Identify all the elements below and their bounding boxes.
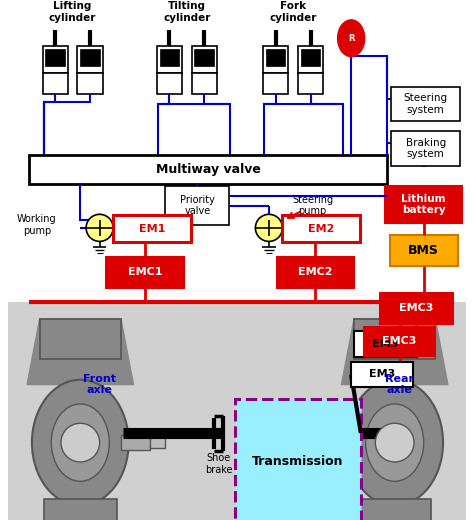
Text: Shoe
brake: Shoe brake — [205, 453, 232, 475]
Bar — [298, 73, 323, 94]
Bar — [113, 215, 191, 242]
Circle shape — [61, 423, 100, 462]
Bar — [263, 46, 288, 73]
Bar — [165, 186, 229, 225]
Bar — [354, 319, 435, 359]
Bar — [8, 302, 466, 520]
Text: Lithium
battery: Lithium battery — [401, 194, 446, 215]
Bar — [77, 46, 102, 73]
Bar — [160, 49, 179, 67]
Bar — [44, 499, 117, 520]
Text: EM3: EM3 — [369, 369, 395, 379]
Text: EMC3: EMC3 — [399, 303, 433, 313]
Bar — [121, 435, 150, 450]
Bar — [294, 437, 310, 448]
Text: Tilting
cylinder: Tilting cylinder — [163, 1, 210, 23]
Text: EMC1: EMC1 — [128, 267, 163, 277]
Text: Braking
system: Braking system — [406, 138, 446, 159]
Bar — [391, 131, 460, 166]
Bar — [157, 46, 182, 73]
Ellipse shape — [51, 404, 109, 482]
Text: Steering
system: Steering system — [403, 93, 448, 115]
Bar — [364, 327, 435, 356]
Bar — [380, 293, 453, 323]
Text: BMS: BMS — [408, 243, 439, 256]
Bar — [43, 46, 68, 73]
Bar — [351, 362, 413, 386]
Circle shape — [255, 214, 283, 241]
Text: EM2: EM2 — [308, 224, 334, 234]
Text: R: R — [348, 34, 355, 43]
Bar — [354, 331, 417, 357]
Bar — [43, 73, 68, 94]
Bar — [80, 49, 100, 67]
Ellipse shape — [32, 380, 128, 505]
Text: EMC2: EMC2 — [298, 267, 333, 277]
Bar — [40, 319, 121, 359]
Bar — [194, 49, 214, 67]
Circle shape — [86, 214, 113, 241]
Bar — [301, 49, 320, 67]
Text: Fork
cylinder: Fork cylinder — [269, 1, 317, 23]
Bar — [29, 155, 387, 184]
Bar — [191, 46, 217, 73]
Bar — [263, 73, 288, 94]
Text: Lifting
cylinder: Lifting cylinder — [49, 1, 96, 23]
Text: Steering
pump: Steering pump — [292, 195, 333, 216]
Bar — [191, 73, 217, 94]
Bar — [310, 435, 338, 450]
Text: Priority
valve: Priority valve — [180, 195, 215, 216]
Bar — [391, 87, 460, 122]
Text: Multiway valve: Multiway valve — [155, 163, 260, 176]
Bar — [150, 437, 165, 448]
Text: Rear
axle: Rear axle — [385, 374, 414, 395]
Bar — [298, 46, 323, 73]
Ellipse shape — [337, 20, 365, 57]
Bar — [157, 73, 182, 94]
Bar — [277, 257, 354, 288]
Bar — [106, 257, 184, 288]
Bar — [390, 235, 457, 266]
Polygon shape — [27, 319, 134, 385]
Bar — [385, 186, 463, 223]
Text: EM3: EM3 — [372, 339, 398, 349]
Ellipse shape — [346, 380, 443, 505]
Text: Working
pump: Working pump — [17, 214, 56, 236]
Bar — [77, 73, 102, 94]
Polygon shape — [341, 319, 448, 385]
Text: EMC3: EMC3 — [383, 336, 417, 346]
Text: EM1: EM1 — [139, 224, 165, 234]
Bar — [46, 49, 65, 67]
Text: Front
axle: Front axle — [83, 374, 116, 395]
Bar — [266, 49, 285, 67]
Ellipse shape — [365, 404, 424, 482]
Text: Transmission: Transmission — [252, 456, 344, 469]
Bar — [235, 399, 361, 520]
Circle shape — [375, 423, 414, 462]
Bar — [358, 499, 431, 520]
Bar — [283, 215, 360, 242]
